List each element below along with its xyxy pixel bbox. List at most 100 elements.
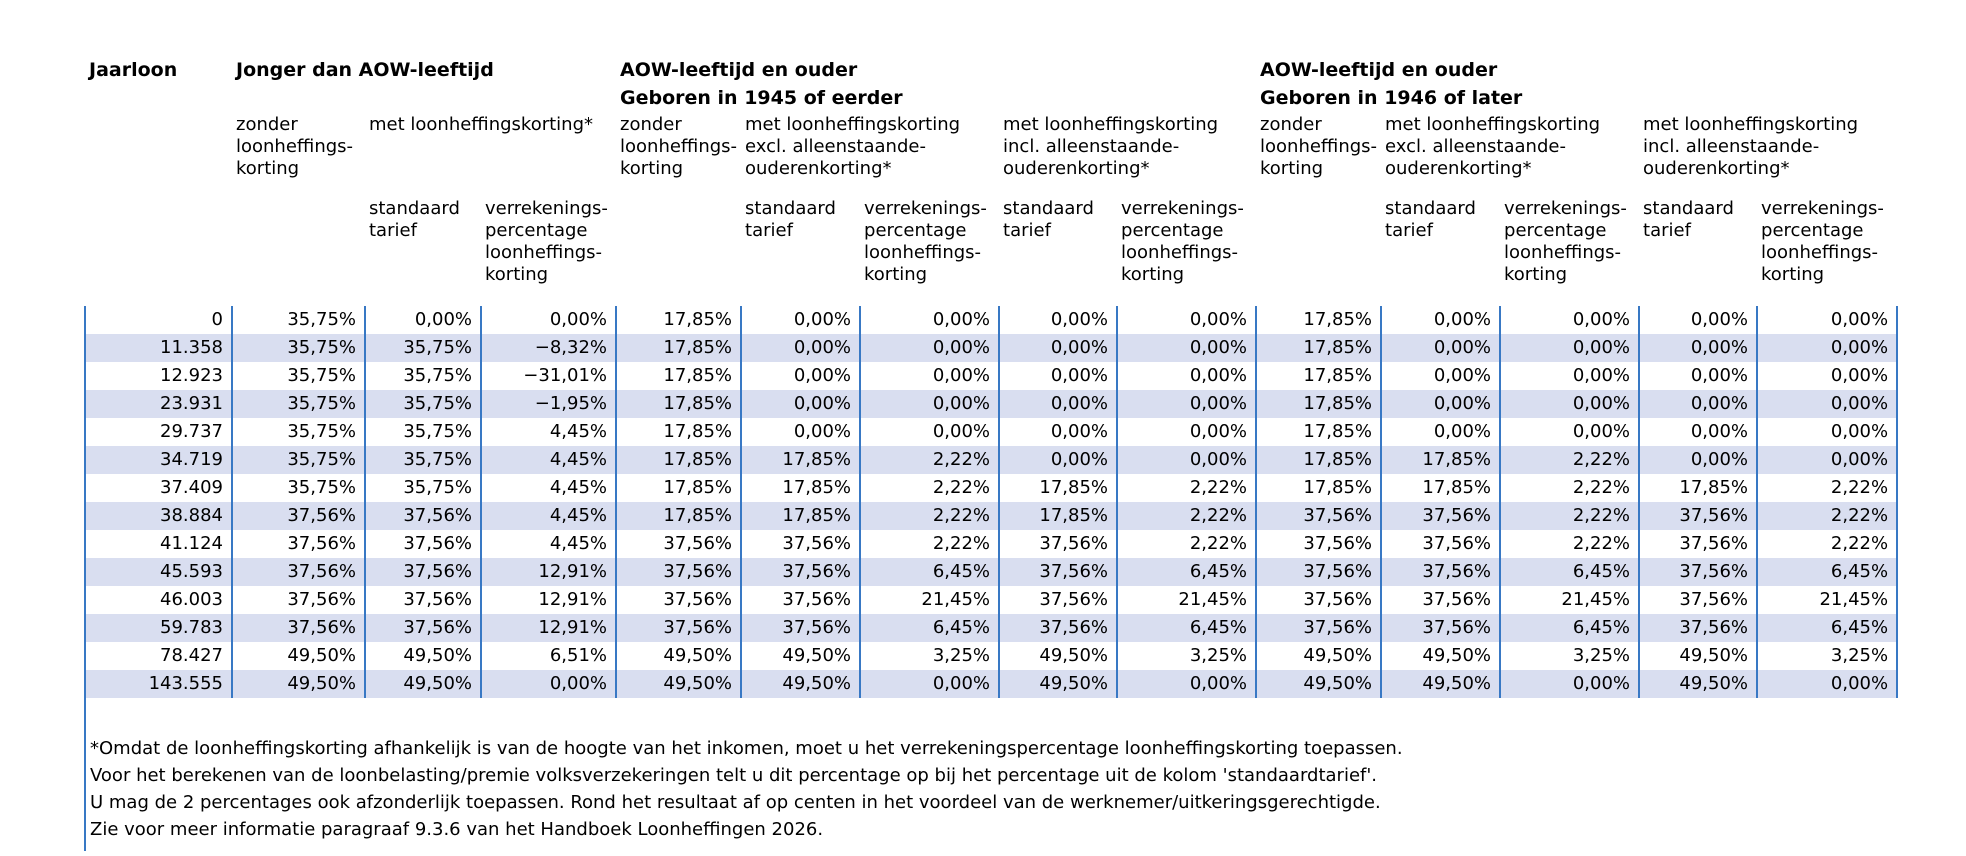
rate-cell: 6,45% xyxy=(1756,614,1899,642)
rate-cell: 17,85% xyxy=(1255,418,1382,446)
rate-cell: 6,45% xyxy=(859,614,1000,642)
rate-cell: 0,00% xyxy=(859,334,1000,362)
rate-cell: 0,00% xyxy=(1499,306,1640,334)
rate-cell: 6,45% xyxy=(1116,558,1257,586)
rate-cell: 21,45% xyxy=(859,586,1000,614)
jaarloon-cell: 0 xyxy=(84,306,232,334)
table-row: 11.358 35,75% 35,75% −8,32% 17,85% 0,00% 0,00%… xyxy=(84,334,1899,362)
rate-cell: 49,50% xyxy=(740,642,861,670)
rate-cell: 35,75% xyxy=(231,306,365,334)
rate-cell: 37,56% xyxy=(231,530,365,558)
header-standaard-tarief: standaard tarief xyxy=(745,198,836,241)
rate-cell: 37,56% xyxy=(1255,530,1382,558)
rate-cell: 0,00% xyxy=(1499,362,1640,390)
rate-cell: 37,56% xyxy=(1255,502,1382,530)
rate-cell: 2,22% xyxy=(859,446,1000,474)
header-met-incl-g2: met loonheffingskorting incl. alleenstaa… xyxy=(1003,114,1219,179)
rate-cell: 37,56% xyxy=(1638,502,1758,530)
table-row: 45.593 37,56% 37,56% 12,91% 37,56% 37,56% 6,45… xyxy=(84,558,1899,586)
table-row: 37.409 35,75% 35,75% 4,45% 17,85% 17,85% 2,22%… xyxy=(84,474,1899,502)
rate-cell: 0,00% xyxy=(740,362,861,390)
rate-cell: 0,00% xyxy=(1116,306,1257,334)
footnote-line: Zie voor meer informatie paragraaf 9.3.6… xyxy=(90,819,824,840)
rate-cell: 12,91% xyxy=(479,586,617,614)
jaarloon-cell: 41.124 xyxy=(84,530,232,558)
jaarloon-cell: 29.737 xyxy=(84,418,232,446)
rate-cell: 49,50% xyxy=(231,642,365,670)
header-verrekeningspercentage: verrekenings- percentage loonheffings- k… xyxy=(1504,198,1627,285)
rate-cell: 49,50% xyxy=(1255,670,1382,698)
header-jaarloon: Jaarloon xyxy=(85,55,232,306)
table-row: 23.931 35,75% 35,75% −1,95% 17,85% 0,00% 0,00%… xyxy=(84,390,1899,418)
header-standaard-tarief: standaard tarief xyxy=(369,198,460,241)
rate-cell: 2,22% xyxy=(1499,446,1640,474)
rate-cell: 4,45% xyxy=(479,474,617,502)
group-subtitle: Geboren in 1945 of eerder xyxy=(620,87,903,109)
rate-cell: 4,45% xyxy=(479,418,617,446)
rate-cell: 0,00% xyxy=(998,418,1118,446)
rate-cell: 17,85% xyxy=(615,502,742,530)
jaarloon-cell: 11.358 xyxy=(84,334,232,362)
rate-cell: 2,22% xyxy=(1756,502,1899,530)
jaarloon-cell: 59.783 xyxy=(84,614,232,642)
rate-cell: 4,45% xyxy=(479,530,617,558)
rate-cell: 49,50% xyxy=(998,642,1118,670)
rate-cell: 12,91% xyxy=(479,614,617,642)
rate-cell: 35,75% xyxy=(364,362,481,390)
rate-cell: 0,00% xyxy=(1756,362,1899,390)
rate-cell: 37,56% xyxy=(998,586,1118,614)
rate-cell: 37,56% xyxy=(1255,558,1382,586)
rate-cell: 2,22% xyxy=(1756,530,1899,558)
rate-cell: 35,75% xyxy=(231,446,365,474)
rate-cell: 49,50% xyxy=(998,670,1118,698)
group-subtitle: Geboren in 1946 of later xyxy=(1260,87,1523,109)
rate-cell: 49,50% xyxy=(364,670,481,698)
rate-cell: 0,00% xyxy=(1116,446,1257,474)
table-row: 34.719 35,75% 35,75% 4,45% 17,85% 17,85% 2,22%… xyxy=(84,446,1899,474)
rate-cell: 37,56% xyxy=(231,502,365,530)
rate-cell: 0,00% xyxy=(1638,418,1758,446)
rate-cell: 37,56% xyxy=(615,614,742,642)
rate-cell: −8,32% xyxy=(479,334,617,362)
rate-cell: 4,45% xyxy=(479,502,617,530)
rate-cell: 35,75% xyxy=(231,362,365,390)
rate-cell: 35,75% xyxy=(231,334,365,362)
group-title: AOW-leeftijd en ouder xyxy=(1260,59,1498,81)
rate-cell: 37,56% xyxy=(364,558,481,586)
rate-cell: 17,85% xyxy=(615,390,742,418)
table-row: 41.124 37,56% 37,56% 4,45% 37,56% 37,56% 2,22%… xyxy=(84,530,1899,558)
jaarloon-label: Jaarloon xyxy=(89,59,178,81)
header-group-aow-1946: AOW-leeftijd en ouder Geboren in 1946 of… xyxy=(1256,55,1897,112)
rate-cell: 0,00% xyxy=(1380,362,1501,390)
rate-cell: 0,00% xyxy=(1638,334,1758,362)
rate-cell: 49,50% xyxy=(1638,642,1758,670)
rate-cell: 35,75% xyxy=(231,418,365,446)
rate-cell: 17,85% xyxy=(615,418,742,446)
rate-cell: 2,22% xyxy=(1116,474,1257,502)
rate-cell: 17,85% xyxy=(615,446,742,474)
header-standaard-tarief: standaard tarief xyxy=(1385,198,1476,241)
header-zonder-g1: zonder loonheffings- korting xyxy=(236,114,354,179)
rate-cell: 17,85% xyxy=(1638,474,1758,502)
rate-cell: 35,75% xyxy=(231,474,365,502)
jaarloon-cell: 37.409 xyxy=(84,474,232,502)
rate-cell: 0,00% xyxy=(1756,390,1899,418)
rate-cell: 12,91% xyxy=(479,558,617,586)
group-title: AOW-leeftijd en ouder xyxy=(620,59,858,81)
rate-cell: 3,25% xyxy=(1116,642,1257,670)
rate-cell: 2,22% xyxy=(859,502,1000,530)
rate-cell: 37,56% xyxy=(740,614,861,642)
rate-cell: 4,45% xyxy=(479,446,617,474)
rate-cell: 37,56% xyxy=(1638,530,1758,558)
rate-cell: 37,56% xyxy=(740,586,861,614)
rate-cell: 0,00% xyxy=(740,390,861,418)
rate-cell: 35,75% xyxy=(364,446,481,474)
table-row: 59.783 37,56% 37,56% 12,91% 37,56% 37,56% 6,45… xyxy=(84,614,1899,642)
rate-cell: 0,00% xyxy=(859,418,1000,446)
rate-cell: 37,56% xyxy=(1380,502,1501,530)
rate-cell: 37,56% xyxy=(998,614,1118,642)
rate-cell: 0,00% xyxy=(1116,362,1257,390)
rate-cell: 17,85% xyxy=(740,446,861,474)
rate-cell: 37,56% xyxy=(740,558,861,586)
rate-cell: 0,00% xyxy=(1638,306,1758,334)
